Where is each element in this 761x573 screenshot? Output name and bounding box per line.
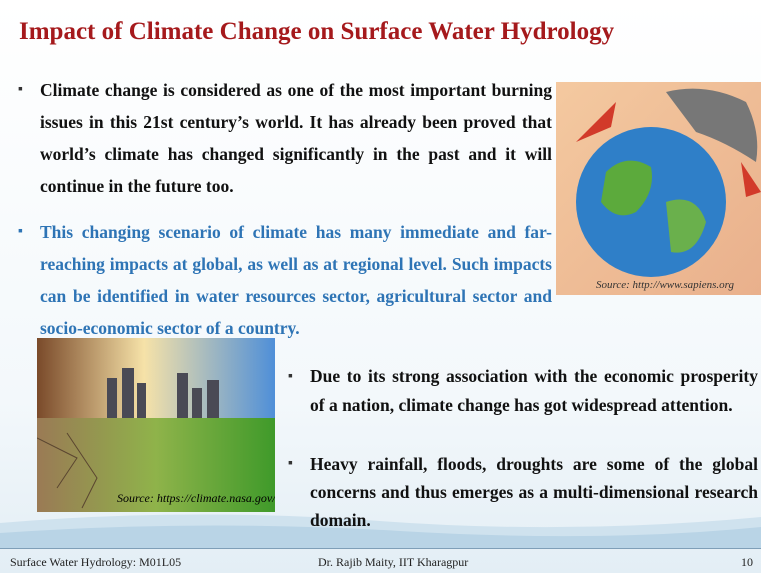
bullet: This changing scenario of climate has ma…	[18, 216, 552, 344]
slide-title: Impact of Climate Change on Surface Wate…	[19, 18, 615, 45]
page-number: 10	[741, 555, 753, 569]
earth-image: Source: http://www.sapiens.org	[556, 82, 761, 295]
climate-image: Source: https://climate.nasa.gov/	[37, 338, 275, 512]
footer-rule	[0, 548, 761, 549]
footer-left: Surface Water Hydrology: M01L05	[10, 555, 182, 569]
bullet: Heavy rainfall, floods, droughts are som…	[288, 450, 758, 534]
footer-center: Dr. Rajib Maity, IIT Kharagpur	[318, 555, 469, 569]
image-caption: Source: https://climate.nasa.gov/	[117, 491, 275, 505]
bullet: Climate change is considered as one of t…	[18, 74, 552, 202]
bullet: Due to its strong association with the e…	[288, 362, 758, 420]
image-caption: Source: http://www.sapiens.org	[596, 279, 735, 291]
